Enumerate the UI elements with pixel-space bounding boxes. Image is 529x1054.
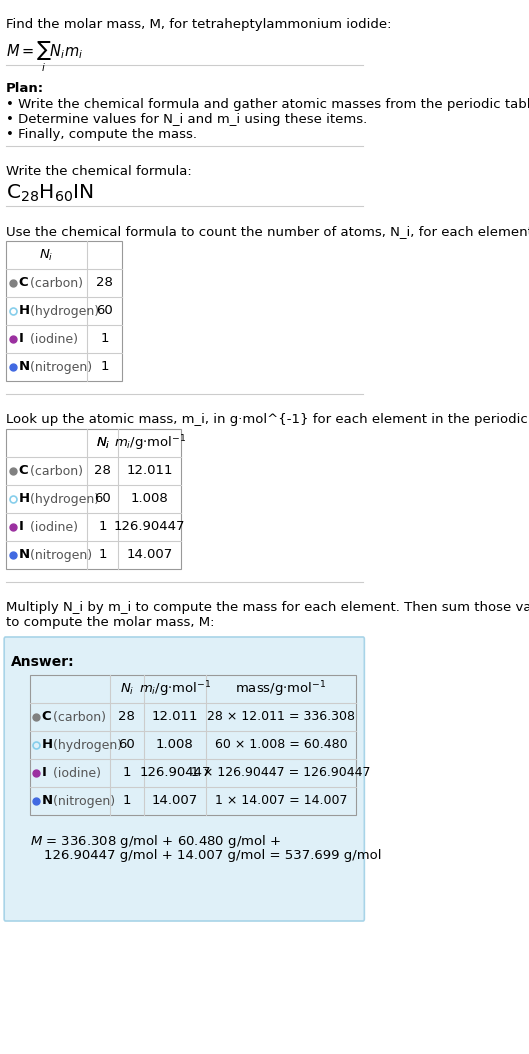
Text: • Determine values for N_i and m_i using these items.: • Determine values for N_i and m_i using… [6,113,367,126]
Text: 126.90447 g/mol + 14.007 g/mol = 537.699 g/mol: 126.90447 g/mol + 14.007 g/mol = 537.699… [44,850,381,862]
Text: Write the chemical formula:: Write the chemical formula: [6,165,191,178]
Text: 1 × 14.007 = 14.007: 1 × 14.007 = 14.007 [215,795,348,807]
Text: 28 × 12.011 = 336.308: 28 × 12.011 = 336.308 [207,710,355,723]
Text: Look up the atomic mass, m_i, in g·mol^{-1} for each element in the periodic tab: Look up the atomic mass, m_i, in g·mol^{… [6,413,529,426]
Text: 12.011: 12.011 [152,710,198,723]
Text: 126.90447: 126.90447 [114,521,186,533]
Text: 1.008: 1.008 [156,739,194,752]
Text: $\mathbf{N}$: $\mathbf{N}$ [41,795,53,807]
Text: $N_i$: $N_i$ [120,682,134,697]
Text: $m_i/\mathrm{g{\cdot}mol^{-1}}$: $m_i/\mathrm{g{\cdot}mol^{-1}}$ [139,679,211,699]
Text: • Write the chemical formula and gather atomic masses from the periodic table.: • Write the chemical formula and gather … [6,98,529,111]
Text: 14.007: 14.007 [126,548,173,562]
Text: $\mathbf{N}$: $\mathbf{N}$ [18,360,30,373]
Text: 28: 28 [96,276,113,290]
Text: 1: 1 [101,360,109,373]
Text: (iodine): (iodine) [22,332,78,346]
Text: 60: 60 [94,492,111,506]
Text: (hydrogen): (hydrogen) [22,492,99,506]
Text: (nitrogen): (nitrogen) [22,548,92,562]
Text: (hydrogen): (hydrogen) [22,305,99,317]
Text: (carbon): (carbon) [45,710,106,723]
Text: $M$ = 336.308 g/mol + 60.480 g/mol +: $M$ = 336.308 g/mol + 60.480 g/mol + [30,833,281,850]
Text: $M = \sum_i N_i m_i$: $M = \sum_i N_i m_i$ [6,40,83,74]
Text: Use the chemical formula to count the number of atoms, N_i, for each element:: Use the chemical formula to count the nu… [6,225,529,238]
Bar [6,429,181,569]
Text: $\mathbf{C}$: $\mathbf{C}$ [41,710,52,723]
Text: 60: 60 [96,305,113,317]
Text: Plan:: Plan: [6,82,44,95]
Text: $N_i$: $N_i$ [96,435,110,450]
Bar [30,675,356,815]
Text: (iodine): (iodine) [22,521,78,533]
Text: $\mathrm{mass/g{\cdot}mol^{-1}}$: $\mathrm{mass/g{\cdot}mol^{-1}}$ [235,679,327,699]
Text: 126.90447: 126.90447 [139,766,211,780]
Text: $\mathbf{I}$: $\mathbf{I}$ [18,332,24,346]
Text: $\mathbf{H}$: $\mathbf{H}$ [41,739,53,752]
Text: 1: 1 [98,548,107,562]
Text: 60: 60 [118,739,135,752]
Text: 1: 1 [123,795,131,807]
FancyBboxPatch shape [4,637,364,921]
Text: $\mathbf{C}$: $\mathbf{C}$ [18,465,29,477]
Text: (carbon): (carbon) [22,276,83,290]
Text: (hydrogen): (hydrogen) [45,739,122,752]
Text: $\mathbf{C}$: $\mathbf{C}$ [18,276,29,290]
Text: 1: 1 [123,766,131,780]
Text: • Finally, compute the mass.: • Finally, compute the mass. [6,128,197,141]
Text: 28: 28 [118,710,135,723]
Text: 1: 1 [98,521,107,533]
Text: to compute the molar mass, M:: to compute the molar mass, M: [6,616,214,629]
Text: $m_i/\mathrm{g{\cdot}mol^{-1}}$: $m_i/\mathrm{g{\cdot}mol^{-1}}$ [114,433,186,453]
Text: Multiply N_i by m_i to compute the mass for each element. Then sum those values: Multiply N_i by m_i to compute the mass … [6,601,529,614]
Text: (iodine): (iodine) [45,766,101,780]
Text: $\mathbf{H}$: $\mathbf{H}$ [18,492,30,506]
Text: $\mathbf{H}$: $\mathbf{H}$ [18,305,30,317]
Text: $\mathrm{C_{28}H_{60}IN}$: $\mathrm{C_{28}H_{60}IN}$ [6,183,93,204]
Text: Find the molar mass, M, for tetraheptylammonium iodide:: Find the molar mass, M, for tetraheptyla… [6,18,391,31]
Text: $\mathbf{I}$: $\mathbf{I}$ [41,766,47,780]
Text: $N_i$: $N_i$ [39,248,53,262]
Text: $\mathbf{N}$: $\mathbf{N}$ [18,548,30,562]
Text: (carbon): (carbon) [22,465,83,477]
Bar [6,241,122,380]
Text: 14.007: 14.007 [152,795,198,807]
Text: 1.008: 1.008 [131,492,169,506]
Text: $\mathbf{I}$: $\mathbf{I}$ [18,521,24,533]
Text: 12.011: 12.011 [126,465,173,477]
Text: 1 × 126.90447 = 126.90447: 1 × 126.90447 = 126.90447 [191,766,371,780]
Text: Answer:: Answer: [11,655,75,669]
Text: 1: 1 [101,332,109,346]
Text: 60 × 1.008 = 60.480: 60 × 1.008 = 60.480 [215,739,348,752]
Text: (nitrogen): (nitrogen) [45,795,115,807]
Text: $N_i$: $N_i$ [96,435,110,450]
Text: 28: 28 [94,465,111,477]
Text: (nitrogen): (nitrogen) [22,360,92,373]
